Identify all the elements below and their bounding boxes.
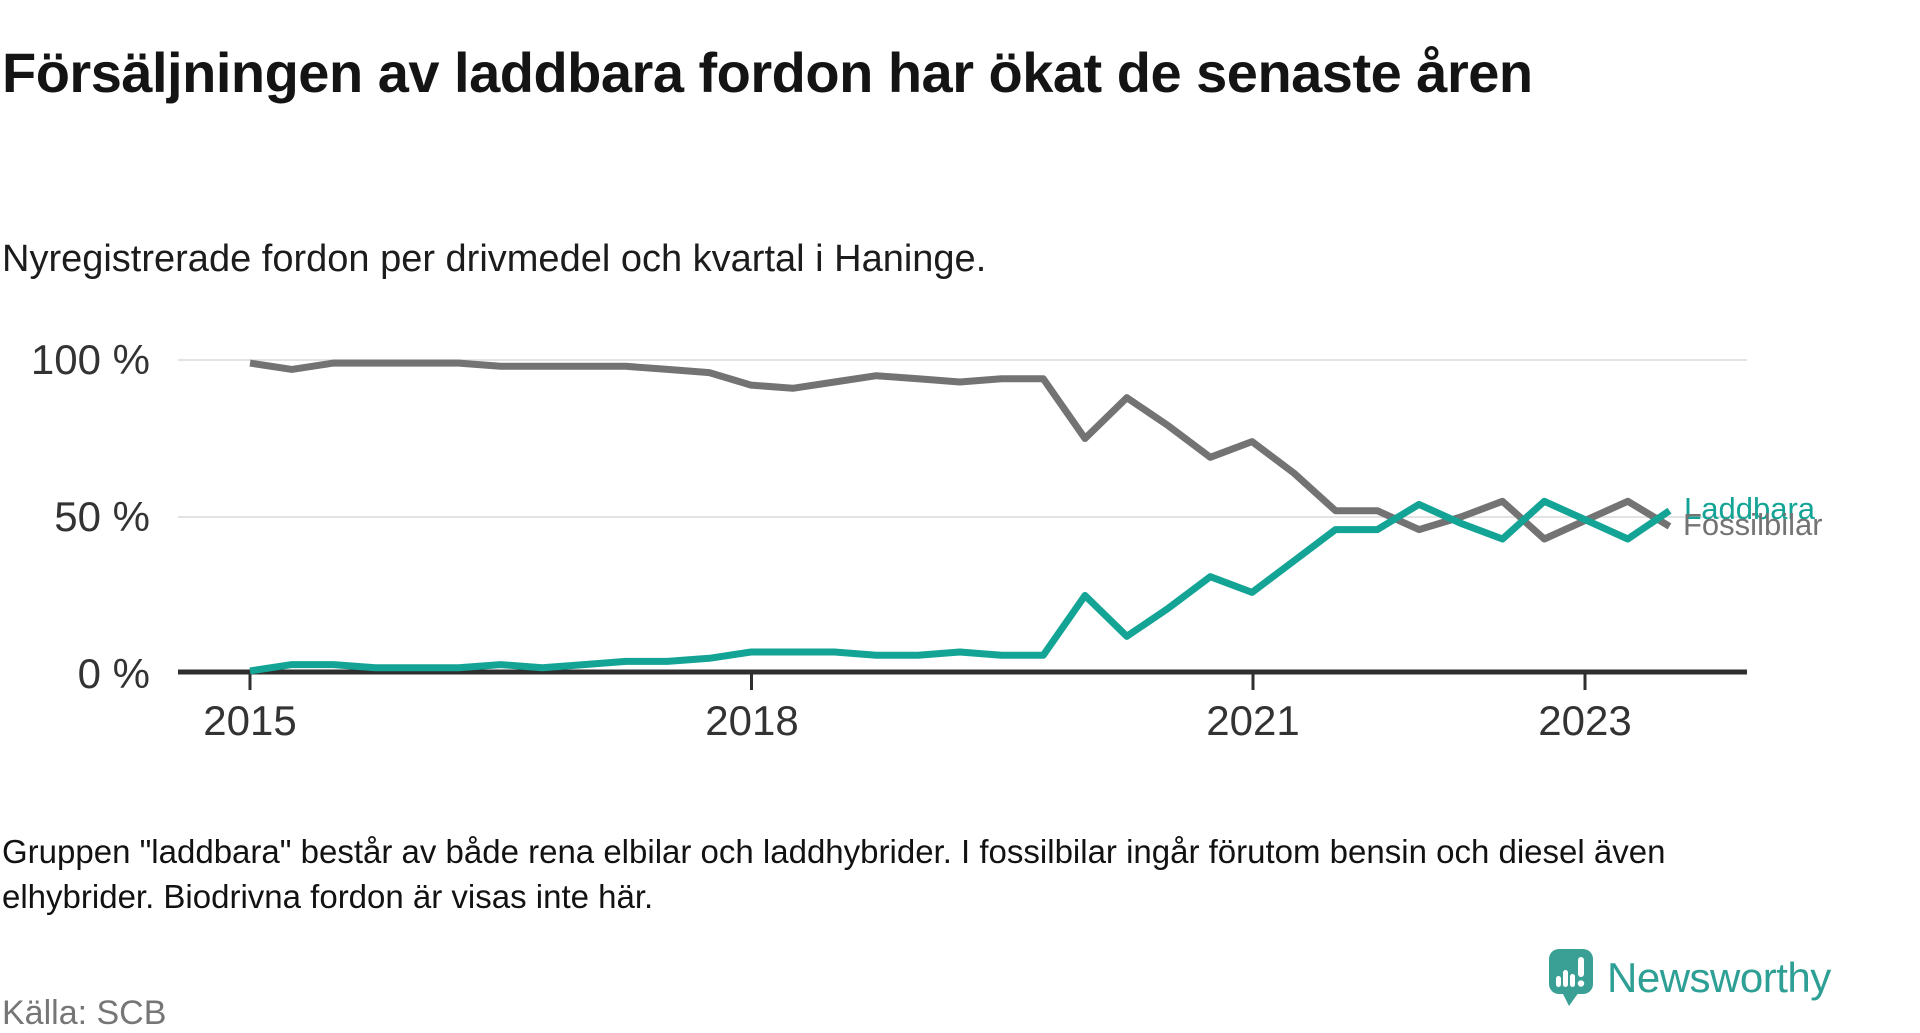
x-axis-label-2015: 2015	[203, 697, 297, 744]
y-axis-label-100: 100 %	[30, 336, 150, 383]
chart-title: Försäljningen av laddbara fordon har öka…	[2, 40, 1533, 104]
newsworthy-wordmark: Newsworthy	[1607, 953, 1831, 1001]
source-label: Källa: SCB	[2, 994, 167, 1032]
y-axis-label-50: 50 %	[54, 493, 150, 540]
x-axis-label-2023: 2023	[1538, 697, 1632, 744]
newsworthy-speech-bubble-bar-chart-icon	[1549, 949, 1593, 1006]
chart-subtitle: Nyregistrerade fordon per drivmedel och …	[2, 238, 987, 280]
fossilbilar-line-label: Fossilbilar	[1683, 507, 1823, 542]
fossilbilar-line	[249, 359, 1672, 543]
footnote: Gruppen "laddbara" består av både rena e…	[2, 833, 1666, 915]
x-axis-label-2018: 2018	[705, 697, 799, 744]
line-chart-plot-area	[178, 359, 1747, 690]
y-axis-label-0: 0 %	[77, 650, 150, 697]
infographic-canvas: { "header": { "title": "Försäljningen av…	[2, 40, 1832, 1032]
laddbara-line-label: Laddbara	[1684, 491, 1816, 526]
newsworthy-logo: Newsworthy	[1549, 949, 1831, 1006]
laddbara-line	[249, 497, 1672, 675]
x-axis-label-2021: 2021	[1206, 697, 1300, 744]
